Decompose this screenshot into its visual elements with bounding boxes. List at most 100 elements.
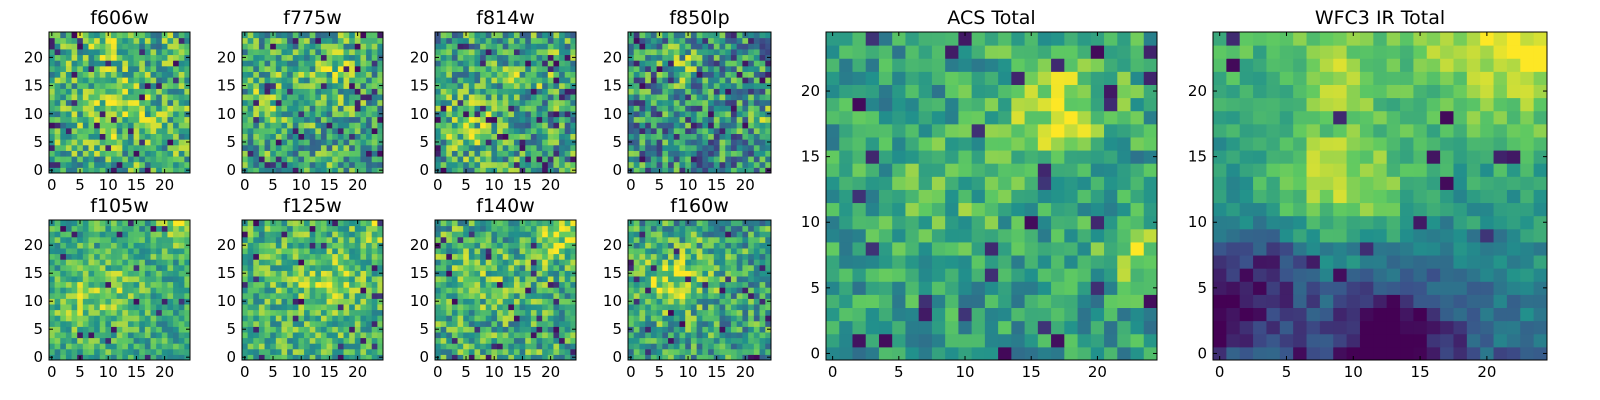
heatmap-cell: [258, 292, 266, 299]
heatmap-cell: [564, 253, 571, 260]
heatmap-cell: [326, 332, 333, 339]
heatmap-cell: [60, 236, 67, 243]
heatmap-cell: [650, 65, 658, 72]
heatmap-cell: [719, 48, 726, 56]
heatmap-cell: [258, 309, 266, 316]
heatmap-cell: [82, 220, 89, 227]
heatmap-cell: [49, 94, 56, 101]
heatmap-cell: [178, 161, 185, 168]
heatmap-cell: [474, 343, 481, 350]
heatmap-cell: [315, 326, 322, 333]
heatmap-cell: [133, 248, 140, 255]
heatmap-cell: [679, 298, 686, 305]
heatmap-cell: [184, 236, 191, 243]
heatmap-cell: [377, 231, 384, 238]
heatmap-cell: [451, 242, 459, 249]
heatmap-cell: [765, 144, 772, 151]
heatmap-cell: [553, 287, 560, 294]
heatmap-cell: [139, 127, 146, 135]
heatmap-cell: [639, 127, 646, 135]
heatmap-cell: [178, 220, 185, 227]
heatmap-cell: [474, 88, 481, 95]
heatmap-cell: [690, 116, 698, 123]
heatmap-cell: [264, 65, 271, 72]
heatmap-cell: [54, 354, 61, 361]
heatmap-cell: [144, 326, 152, 333]
x-tick-label: 15: [127, 363, 146, 381]
heatmap-cell: [105, 133, 112, 140]
heatmap-cell: [513, 225, 521, 232]
heatmap-cell: [377, 264, 384, 271]
heatmap-cell: [332, 127, 339, 135]
heatmap-cell: [457, 133, 464, 140]
heatmap-cell: [719, 105, 726, 112]
heatmap-cell: [730, 32, 738, 39]
heatmap-cell: [326, 105, 333, 112]
heatmap-cell: [519, 156, 526, 163]
heatmap-cell: [122, 298, 129, 305]
heatmap-cell: [713, 270, 721, 277]
heatmap-cell: [628, 144, 635, 151]
heatmap-cell: [49, 127, 56, 135]
heatmap-cell: [315, 71, 322, 78]
heatmap-cell: [65, 242, 73, 249]
heatmap-cell: [264, 60, 271, 67]
heatmap-cell: [281, 156, 288, 163]
heatmap-cell: [719, 332, 726, 339]
heatmap-cell: [304, 99, 311, 106]
heatmap-cell: [349, 248, 356, 255]
heatmap-cell: [116, 32, 123, 39]
heatmap-cell: [463, 292, 470, 299]
heatmap-cell: [736, 139, 743, 146]
heatmap-cell: [150, 150, 157, 157]
heatmap-cell: [54, 116, 61, 123]
heatmap-cell: [639, 309, 646, 316]
heatmap-cell: [451, 270, 459, 277]
heatmap-cell: [275, 110, 282, 118]
heatmap-cell: [371, 37, 378, 44]
heatmap-cell: [144, 242, 152, 249]
heatmap-cell: [354, 287, 361, 294]
heatmap-cell: [111, 259, 118, 266]
heatmap-cell: [753, 156, 761, 163]
heatmap-cell: [247, 236, 254, 243]
heatmap-cell: [553, 354, 560, 361]
heatmap-cell: [326, 343, 333, 350]
heatmap-cell: [650, 99, 658, 106]
heatmap-cell: [440, 94, 447, 101]
heatmap-cell: [127, 281, 135, 288]
heatmap-cell: [645, 88, 652, 95]
heatmap-cell: [519, 332, 526, 339]
heatmap-cell: [156, 32, 163, 39]
heatmap-cell: [633, 71, 640, 78]
heatmap-cell: [502, 326, 509, 333]
heatmap-cell: [491, 337, 498, 344]
heatmap-cell: [662, 270, 669, 277]
heatmap-cell: [242, 48, 249, 56]
heatmap-cell: [708, 167, 715, 174]
heatmap-cell: [474, 99, 481, 106]
heatmap-cell: [315, 343, 322, 350]
heatmap-cell: [71, 248, 78, 255]
heatmap-cell: [564, 110, 571, 118]
heatmap-cell: [690, 99, 698, 106]
heatmap-cell: [65, 122, 73, 129]
heatmap-cell: [133, 71, 140, 78]
heatmap-cell: [94, 292, 101, 299]
heatmap-cell: [122, 133, 129, 140]
heatmap-cell: [366, 259, 373, 266]
heatmap-cell: [349, 139, 356, 146]
heatmap-cell: [332, 220, 339, 227]
heatmap-cell: [360, 54, 367, 61]
heatmap-cell: [304, 127, 311, 135]
heatmap-cell: [343, 116, 350, 123]
heatmap-cell: [702, 32, 709, 39]
heatmap-cell: [167, 225, 174, 232]
heatmap-cell: [71, 348, 78, 355]
heatmap-cell: [525, 161, 532, 168]
heatmap-cell: [247, 304, 254, 311]
heatmap-cell: [111, 270, 118, 277]
heatmap-cell: [502, 231, 509, 238]
heatmap-cell: [258, 88, 266, 95]
